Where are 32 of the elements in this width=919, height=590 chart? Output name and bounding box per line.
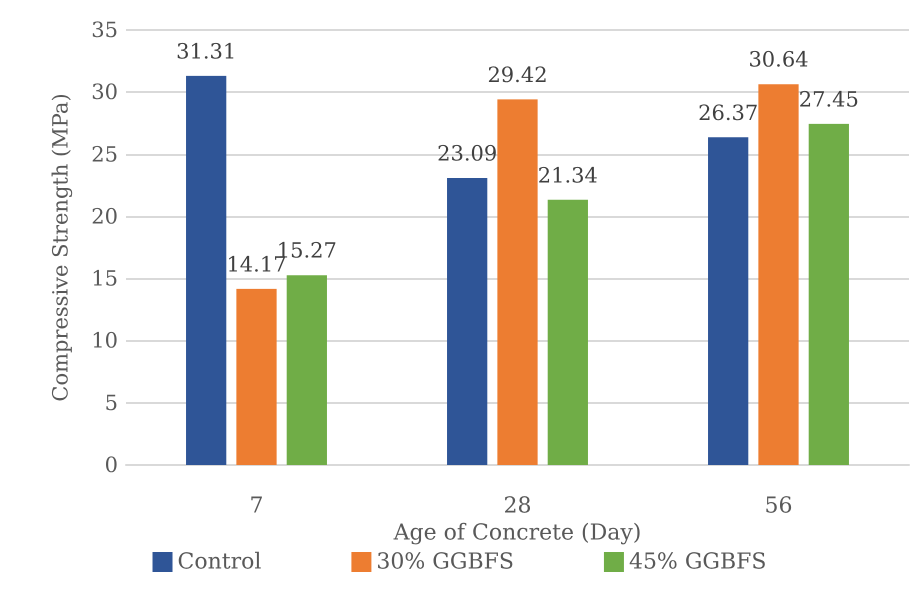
data-label: 21.34 bbox=[538, 163, 598, 188]
y-axis-title: Compressive Strength (MPa) bbox=[48, 93, 72, 402]
data-label: 26.37 bbox=[698, 100, 758, 125]
data-label: 27.45 bbox=[798, 87, 859, 112]
y-tick-label: 35 bbox=[91, 18, 118, 42]
bar bbox=[447, 178, 488, 465]
legend-label: Control bbox=[178, 550, 262, 574]
y-tick-label: 10 bbox=[91, 328, 118, 353]
bar bbox=[548, 200, 588, 465]
data-label: 31.31 bbox=[176, 39, 236, 64]
x-axis-title: Age of Concrete (Day) bbox=[392, 520, 642, 546]
bar bbox=[186, 76, 226, 465]
y-tick-label: 20 bbox=[91, 204, 118, 228]
legend-label: 30% GGBFS bbox=[376, 550, 514, 574]
x-tick-label: 7 bbox=[250, 494, 264, 518]
y-tick-label: 25 bbox=[91, 142, 118, 166]
bar bbox=[497, 99, 538, 465]
bar bbox=[236, 288, 277, 465]
data-label: 30.64 bbox=[748, 48, 809, 72]
bar bbox=[808, 124, 849, 465]
data-label: 23.09 bbox=[437, 142, 498, 166]
bar bbox=[286, 275, 327, 465]
legend-label: 45% GGBFS bbox=[628, 550, 766, 574]
bar bbox=[708, 137, 748, 465]
data-label: 29.42 bbox=[487, 62, 548, 87]
y-tick-label: 30 bbox=[91, 80, 118, 104]
y-tick-label: 15 bbox=[91, 266, 118, 291]
bar bbox=[758, 84, 799, 465]
x-tick-label: 28 bbox=[504, 494, 532, 518]
y-tick-label: 0 bbox=[104, 453, 118, 477]
y-tick-label: 5 bbox=[104, 390, 118, 415]
x-tick-label: 56 bbox=[764, 494, 792, 518]
